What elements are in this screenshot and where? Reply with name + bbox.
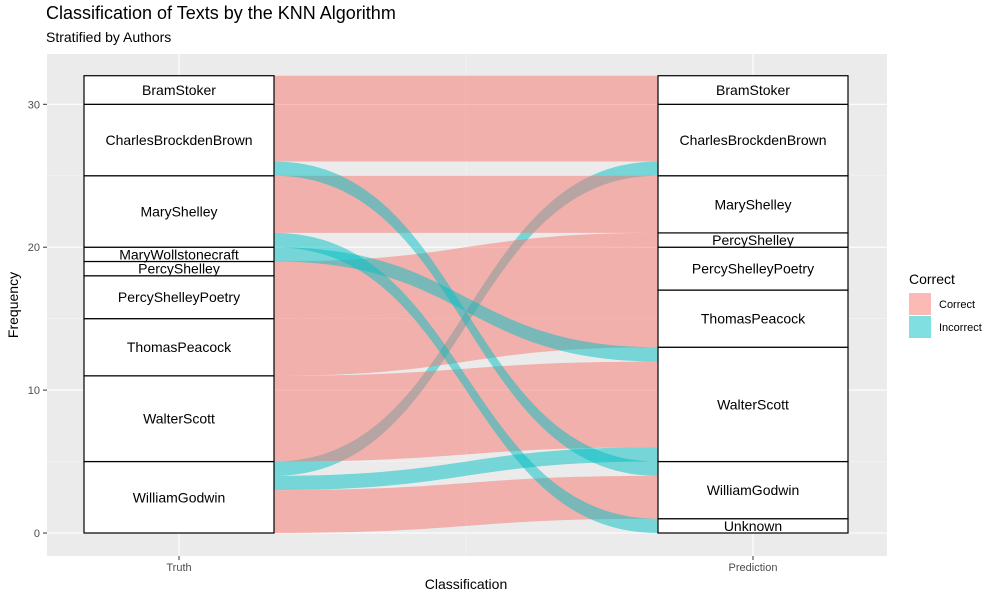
truth-stratum xyxy=(83,103,275,177)
x-tick-label: Truth xyxy=(166,562,191,574)
flow-incorrect xyxy=(274,232,658,533)
prediction-stratum xyxy=(657,460,849,520)
flow-layer xyxy=(274,75,658,533)
truth-stratum xyxy=(83,75,275,105)
prediction-stratum-label: WalterScott xyxy=(717,396,789,412)
truth-stratum-label: ThomasPeacock xyxy=(127,339,232,355)
y-tick-label: 20 xyxy=(28,242,40,254)
y-tick-label: 0 xyxy=(34,528,40,540)
x-tick-label: Prediction xyxy=(729,562,778,574)
flow-incorrect xyxy=(274,447,658,491)
truth-stratum xyxy=(83,318,275,377)
chart-title: Classification of Texts by the KNN Algor… xyxy=(46,3,396,23)
legend: Correct Correct Incorrect xyxy=(909,271,982,338)
flow-correct xyxy=(274,247,658,319)
prediction-stratum-label: MaryShelley xyxy=(714,196,791,212)
truth-stratum-label: PercyShelley xyxy=(138,261,220,277)
legend-label-incorrect: Incorrect xyxy=(939,322,982,334)
prediction-stratum xyxy=(657,75,849,105)
prediction-stratum-label: ThomasPeacock xyxy=(701,311,806,327)
legend-key-incorrect xyxy=(909,316,931,338)
truth-stratum-label: PercyShelleyPoetry xyxy=(118,289,240,305)
stratum-layer: WilliamGodwin WalterScott ThomasPeacock Per… xyxy=(83,75,849,534)
legend-label-correct: Correct xyxy=(939,299,975,311)
truth-stratum-label: WilliamGodwin xyxy=(133,489,226,505)
flow-correct xyxy=(274,175,658,233)
truth-stratum-label: BramStoker xyxy=(142,82,216,98)
flow-incorrect xyxy=(274,247,658,362)
truth-stratum xyxy=(83,175,275,248)
x-axis-title: Classification xyxy=(425,576,507,592)
prediction-stratum-label: Unknown xyxy=(724,518,782,534)
truth-stratum-label: WalterScott xyxy=(143,411,215,427)
prediction-stratum-label: PercyShelley xyxy=(712,232,794,248)
prediction-stratum xyxy=(657,175,849,234)
axis-layer: 0 10 20 30 Truth Prediction xyxy=(28,99,778,574)
prediction-stratum xyxy=(657,289,849,348)
truth-stratum xyxy=(83,275,275,320)
legend-title: Correct xyxy=(909,271,955,287)
flow-correct xyxy=(274,75,658,105)
prediction-stratum xyxy=(657,103,849,177)
y-tick-label: 30 xyxy=(28,99,40,111)
prediction-stratum xyxy=(657,346,849,463)
chart-subtitle: Stratified by Authors xyxy=(46,29,172,45)
truth-stratum-label: MaryWollstonecraft xyxy=(119,246,239,262)
prediction-stratum-label: WilliamGodwin xyxy=(707,482,800,498)
truth-stratum-label: CharlesBrockdenBrown xyxy=(105,132,252,148)
flow-incorrect xyxy=(274,161,658,476)
prediction-stratum-label: BramStoker xyxy=(716,82,790,98)
flow-correct xyxy=(274,104,658,162)
prediction-stratum-label: PercyShelleyPoetry xyxy=(692,261,814,277)
flow-correct xyxy=(274,290,658,376)
legend-key-correct xyxy=(909,293,931,315)
y-tick-label: 10 xyxy=(28,385,40,397)
prediction-stratum-label: CharlesBrockdenBrown xyxy=(679,132,826,148)
y-axis-title: Frequency xyxy=(5,272,21,338)
truth-stratum-label: MaryShelley xyxy=(140,203,217,219)
